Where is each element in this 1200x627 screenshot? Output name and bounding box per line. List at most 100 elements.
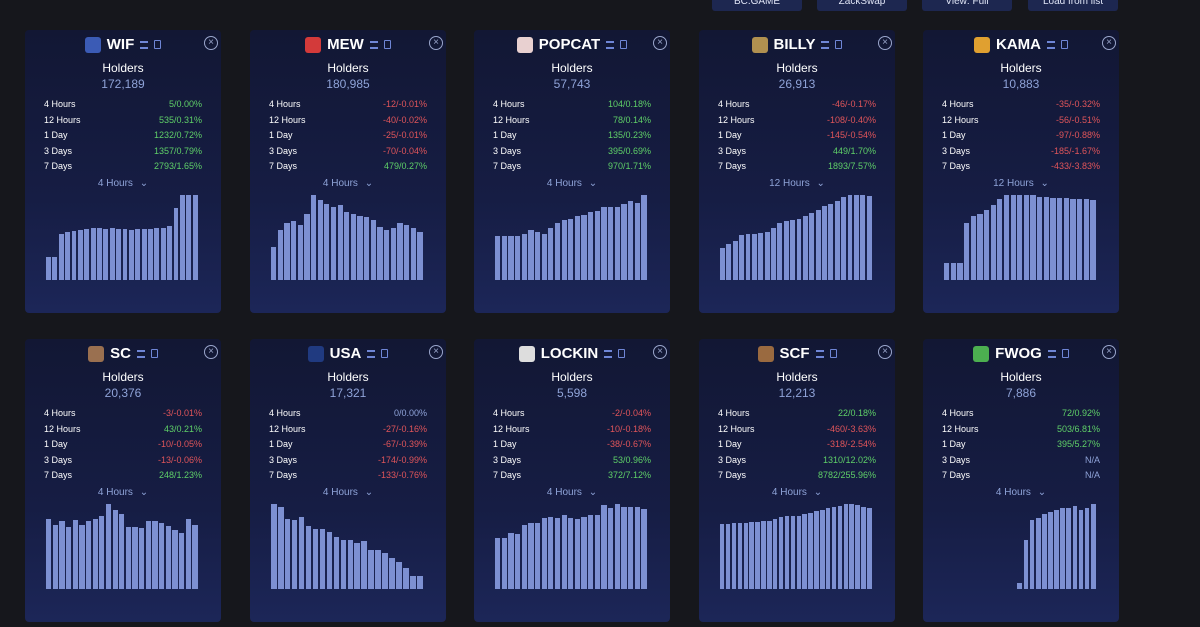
- token-icon: [516, 36, 533, 53]
- range-dropdown[interactable]: 4 Hours ⌄: [25, 487, 221, 498]
- holder-bar: [105, 504, 112, 589]
- menu-icon[interactable]: [140, 40, 149, 49]
- range-dropdown[interactable]: 4 Hours ⌄: [25, 178, 221, 189]
- change-row: 12 Hours 503/6.81%: [942, 424, 1100, 434]
- range-dropdown[interactable]: 4 Hours ⌄: [923, 487, 1119, 498]
- period-label: 7 Days: [269, 470, 298, 480]
- range-label: 4 Hours: [546, 178, 582, 189]
- menu-icon[interactable]: [367, 349, 376, 358]
- holders-label: Holders: [327, 61, 369, 75]
- holder-bar: [112, 510, 118, 589]
- token-icon: [307, 345, 324, 362]
- menu-icon[interactable]: [369, 40, 378, 49]
- range-dropdown[interactable]: 4 Hours ⌄: [250, 487, 446, 498]
- holder-bar: [588, 211, 594, 280]
- holder-bar: [860, 195, 866, 280]
- holder-bar: [52, 257, 58, 280]
- close-button[interactable]: ×: [653, 36, 667, 50]
- holder-bar: [179, 195, 185, 280]
- period-label: 3 Days: [44, 145, 73, 156]
- holder-bar: [594, 514, 601, 589]
- holders-count: 10,883: [1002, 77, 1040, 91]
- copy-icon[interactable]: [150, 349, 158, 358]
- change-value: -10/-0.18%: [606, 423, 651, 434]
- copy-icon[interactable]: [383, 40, 391, 49]
- toolbar-button[interactable]: BC.GAME: [712, 0, 802, 11]
- copy-icon[interactable]: [1061, 349, 1069, 358]
- toolbar-button[interactable]: Load from list: [1028, 0, 1118, 11]
- range-label: 12 Hours: [769, 178, 810, 189]
- holder-bar: [1070, 199, 1076, 280]
- range-label: 4 Hours: [97, 487, 133, 498]
- menu-icon[interactable]: [606, 40, 615, 49]
- holder-bar: [284, 518, 291, 589]
- copy-icon[interactable]: [154, 40, 162, 49]
- range-dropdown[interactable]: 4 Hours ⌄: [474, 178, 670, 189]
- change-row: 7 Days 1893/7.57%: [718, 161, 876, 171]
- change-value: -12/-0.01%: [382, 99, 427, 109]
- change-value: 395/0.69%: [607, 145, 651, 156]
- menu-icon[interactable]: [136, 349, 145, 358]
- toolbar-button[interactable]: View: Full: [922, 0, 1012, 11]
- holder-bar: [614, 504, 620, 589]
- copy-icon[interactable]: [620, 40, 628, 49]
- holders-count: 172,189: [101, 77, 145, 91]
- token-card: SCF × Holders 12,213 4 Hours 22/0.18% 12 Hours…: [699, 339, 895, 622]
- holder-bar: [601, 207, 607, 280]
- holder-bar: [815, 209, 821, 280]
- token-icon: [518, 345, 535, 362]
- range-dropdown[interactable]: 4 Hours ⌄: [474, 487, 670, 498]
- copy-icon[interactable]: [381, 349, 389, 358]
- holder-bar: [720, 247, 725, 280]
- holders-count: 57,743: [553, 77, 591, 91]
- holder-bar: [758, 233, 764, 280]
- close-button[interactable]: ×: [878, 36, 892, 50]
- holder-bar: [1035, 518, 1041, 589]
- range-dropdown[interactable]: 4 Hours ⌄: [250, 178, 446, 189]
- close-button[interactable]: ×: [429, 36, 443, 50]
- close-button[interactable]: ×: [429, 345, 443, 359]
- change-value: 53/0.96%: [612, 454, 651, 465]
- change-row: 4 Hours 72/0.92%: [942, 408, 1100, 418]
- holder-bar: [641, 509, 647, 589]
- close-button[interactable]: ×: [878, 345, 892, 359]
- change-row: 1 Day -10/-0.05%: [44, 439, 202, 449]
- toolbar-button[interactable]: ZackSwap: [817, 0, 907, 11]
- holder-bar: [192, 524, 198, 589]
- range-dropdown[interactable]: 12 Hours ⌄: [699, 178, 895, 189]
- range-label: 4 Hours: [546, 487, 582, 498]
- period-label: 4 Hours: [493, 99, 525, 109]
- change-row: 12 Hours -108/-0.40%: [718, 115, 876, 125]
- close-button[interactable]: ×: [1102, 36, 1116, 50]
- period-label: 1 Day: [269, 439, 293, 449]
- copy-icon[interactable]: [829, 349, 837, 358]
- holder-bar: [634, 203, 640, 280]
- change-value: 479/0.27%: [383, 161, 427, 171]
- menu-icon[interactable]: [1047, 40, 1055, 49]
- token-icon: [974, 36, 990, 53]
- holder-bar: [825, 508, 831, 589]
- menu-icon[interactable]: [815, 349, 824, 358]
- close-button[interactable]: ×: [1102, 345, 1116, 359]
- change-value: 72/0.92%: [1061, 408, 1100, 418]
- close-button[interactable]: ×: [653, 345, 667, 359]
- change-row: 3 Days 1357/0.79%: [44, 146, 202, 156]
- range-dropdown[interactable]: 12 Hours ⌄: [923, 178, 1119, 189]
- token-icon: [973, 345, 990, 362]
- close-button[interactable]: ×: [204, 36, 218, 50]
- range-label: 4 Hours: [995, 487, 1031, 498]
- close-button[interactable]: ×: [204, 345, 218, 359]
- holder-bar: [330, 207, 337, 280]
- menu-icon[interactable]: [821, 40, 830, 49]
- holder-bar: [983, 209, 990, 280]
- range-dropdown[interactable]: 4 Hours ⌄: [699, 487, 895, 498]
- holders-count: 17,321: [329, 386, 367, 400]
- copy-icon[interactable]: [835, 40, 843, 49]
- copy-icon[interactable]: [1061, 40, 1068, 49]
- period-label: 12 Hours: [718, 423, 755, 434]
- menu-icon[interactable]: [604, 349, 613, 358]
- period-label: 1 Day: [493, 439, 517, 449]
- menu-icon[interactable]: [1047, 349, 1056, 358]
- holder-bar: [403, 568, 409, 589]
- copy-icon[interactable]: [618, 349, 626, 358]
